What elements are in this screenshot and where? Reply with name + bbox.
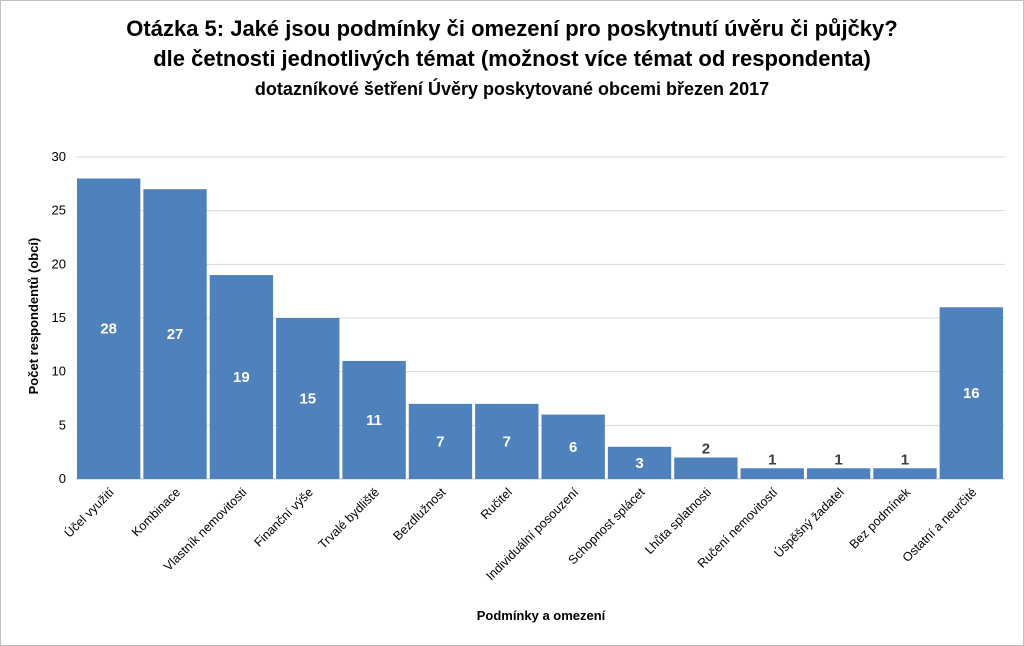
bar xyxy=(342,360,406,479)
x-category-label: Kombinace xyxy=(129,485,183,539)
bar xyxy=(740,468,804,479)
y-tick-label: 15 xyxy=(52,310,66,325)
y-axis-title: Počet respondentů (obcí) xyxy=(26,238,41,395)
bar-value-label: 28 xyxy=(100,321,117,338)
bars xyxy=(77,178,1003,479)
bar xyxy=(143,189,207,479)
bar xyxy=(408,403,473,479)
x-category-label: Ostatní a neurčité xyxy=(900,485,980,565)
bar xyxy=(209,275,274,479)
bar-value-label: 1 xyxy=(834,451,842,468)
bar-value-label: 6 xyxy=(569,439,577,456)
y-tick-label: 20 xyxy=(52,256,66,271)
bar-value-label: 11 xyxy=(366,412,382,429)
chart-title: Otázka 5: Jaké jsou podmínky či omezení … xyxy=(126,16,898,41)
x-category-label: Ručitel xyxy=(478,485,515,522)
bar-value-label: 19 xyxy=(233,369,250,386)
bar-value-label: 3 xyxy=(635,455,643,472)
bar xyxy=(939,307,1003,479)
x-category-label: Bez podmínek xyxy=(847,485,914,552)
bar-value-label: 16 xyxy=(963,385,980,402)
bar-value-label: 15 xyxy=(299,391,316,408)
bar xyxy=(674,457,738,479)
x-category-label: Trvalé bydliště xyxy=(316,485,383,552)
y-tick-label: 30 xyxy=(52,149,66,164)
y-tick-label: 25 xyxy=(52,203,66,218)
chart-title-block: Otázka 5: Jaké jsou podmínky či omezení … xyxy=(0,14,1024,104)
bar-value-label: 1 xyxy=(901,451,909,468)
bar xyxy=(541,414,605,479)
bar-value-label: 27 xyxy=(167,326,184,343)
bar-value-label: 2 xyxy=(702,441,710,458)
bar xyxy=(607,446,672,479)
bar xyxy=(873,468,937,479)
y-tick-label: 0 xyxy=(59,471,66,486)
bar xyxy=(276,318,340,479)
x-category-label: Finanční výše xyxy=(251,485,315,549)
x-category-label: Úspěšný žadatel xyxy=(771,485,847,561)
bar-value-label: 7 xyxy=(436,433,444,450)
bar xyxy=(806,468,871,479)
x-category-label: Účel využití xyxy=(61,484,117,540)
x-category-label: Lhůta splatnosti xyxy=(642,485,714,557)
y-axis-ticks: 0 5 10 15 20 25 30 xyxy=(52,149,66,486)
chart-subtitle-2: dotazníkové šetření Úvěry poskytované ob… xyxy=(254,79,770,99)
bar xyxy=(77,178,141,479)
y-tick-label: 10 xyxy=(52,364,66,379)
x-category-label: Bezdlužnost xyxy=(391,485,449,543)
bar xyxy=(475,403,539,479)
bar-value-label: 1 xyxy=(768,451,776,468)
y-tick-label: 5 xyxy=(59,417,66,432)
bar-value-label: 7 xyxy=(503,433,511,450)
chart-subtitle: dle četnosti jednotlivých témat (možnost… xyxy=(153,46,871,71)
x-axis-title: Podmínky a omezení xyxy=(477,608,606,623)
